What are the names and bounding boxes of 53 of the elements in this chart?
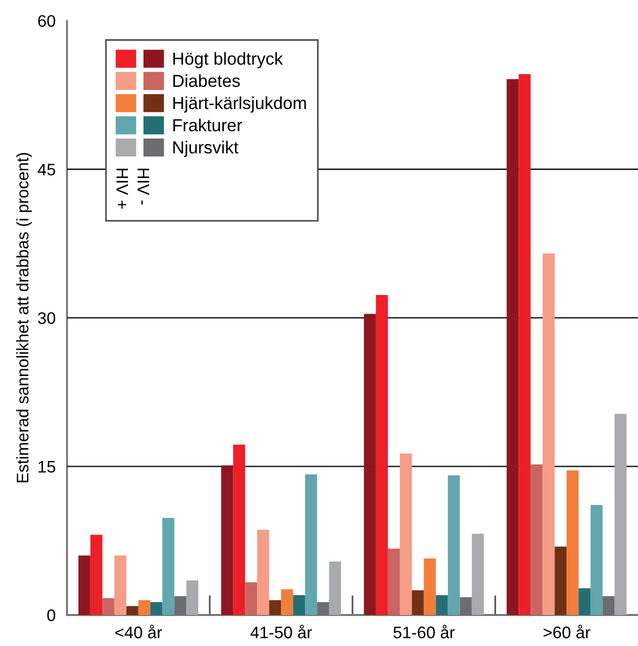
y-tick-label: 45 [38, 164, 56, 176]
bar [293, 595, 306, 615]
annotation: HIV + [116, 168, 128, 209]
bar [305, 474, 318, 615]
y-tick-label: 15 [38, 460, 56, 473]
bar [162, 518, 174, 615]
bar [590, 505, 603, 615]
bar [542, 253, 555, 615]
bar [257, 530, 270, 615]
bar [554, 546, 567, 615]
bar [221, 465, 234, 615]
y-tick-label: 30 [38, 312, 56, 324]
bar [233, 444, 246, 615]
y-tick-label: 0 [47, 609, 56, 622]
bar [448, 475, 460, 615]
bar [566, 470, 579, 615]
bar [364, 314, 376, 615]
bar [138, 600, 150, 615]
legend-label: Frakturer [173, 118, 242, 132]
y-axis-title: Estimerad sannolikhet att drabbas (i procent) [16, 153, 32, 482]
bar [424, 558, 436, 615]
bar [102, 598, 114, 615]
bar [78, 556, 90, 615]
bar [518, 74, 531, 615]
bar [506, 79, 519, 615]
x-tick-label: 41-50 år [250, 624, 312, 638]
bar [126, 606, 138, 615]
bar [530, 464, 543, 615]
bar [400, 454, 412, 615]
bar [269, 600, 282, 615]
x-tick-label: >60 år [544, 624, 590, 638]
bar [90, 534, 102, 615]
bar [281, 589, 294, 615]
bar [114, 556, 126, 615]
annotation: HIV - [138, 168, 150, 205]
legend-label: Hjärt-kärlsjukdom [173, 96, 306, 113]
bar [329, 562, 342, 615]
legend-label: Njursvikt [173, 140, 238, 157]
bar [186, 580, 198, 615]
bar [388, 548, 400, 615]
bar [472, 534, 484, 615]
legend-label: Högt blodtryck [173, 52, 283, 68]
bar [245, 582, 258, 615]
bar [412, 590, 424, 615]
legend-label: Diabetes [173, 74, 240, 88]
x-tick-label: 51-60 år [394, 624, 455, 638]
bar [436, 595, 448, 615]
bar [150, 602, 162, 615]
bar [614, 414, 627, 615]
bar [578, 588, 591, 615]
y-tick-label: 60 [38, 15, 56, 27]
x-tick-label: <40 år [115, 624, 162, 638]
bar [376, 295, 388, 615]
